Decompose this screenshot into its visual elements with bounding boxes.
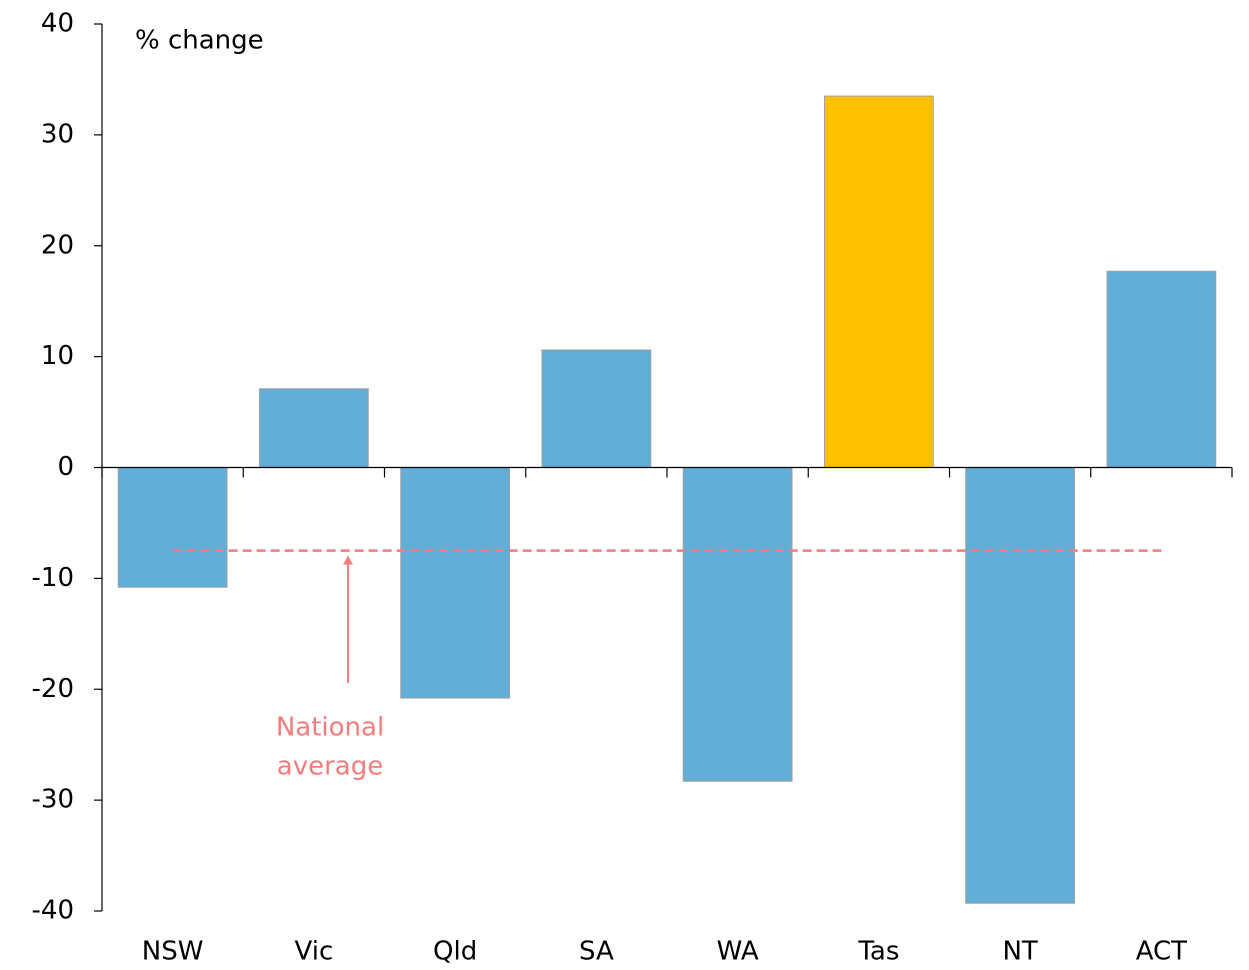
y-axis-label: % change — [135, 26, 264, 56]
y-tick-label: -30 — [32, 785, 74, 815]
bar — [400, 467, 511, 699]
y-tick-label: -20 — [32, 674, 74, 704]
x-tick-label: Tas — [857, 937, 899, 967]
bar — [965, 467, 1076, 904]
x-tick-label: Qld — [433, 937, 477, 967]
x-tick-label: NSW — [142, 937, 204, 967]
bar — [823, 95, 934, 468]
annotation-label: National — [276, 713, 384, 743]
x-tick-label: ACT — [1136, 937, 1187, 967]
bar — [117, 467, 228, 588]
bar — [258, 388, 369, 468]
y-tick-label: 0 — [57, 452, 74, 482]
y-tick-label: 20 — [41, 230, 74, 260]
y-tick-label: 30 — [41, 119, 74, 149]
y-tick-label: -10 — [32, 563, 74, 593]
x-tick-label: NT — [1002, 937, 1037, 967]
x-tick-label: SA — [579, 937, 614, 967]
y-tick-label: 40 — [41, 9, 74, 39]
annotation-label: average — [277, 752, 383, 782]
bar — [682, 467, 793, 782]
x-tick-label: Vic — [295, 937, 334, 967]
y-tick-label: 10 — [41, 341, 74, 371]
bar — [541, 349, 652, 468]
y-tick-label: -40 — [32, 896, 74, 926]
x-tick-label: WA — [717, 937, 759, 967]
bar — [1106, 270, 1217, 468]
arrow-head — [343, 555, 353, 565]
